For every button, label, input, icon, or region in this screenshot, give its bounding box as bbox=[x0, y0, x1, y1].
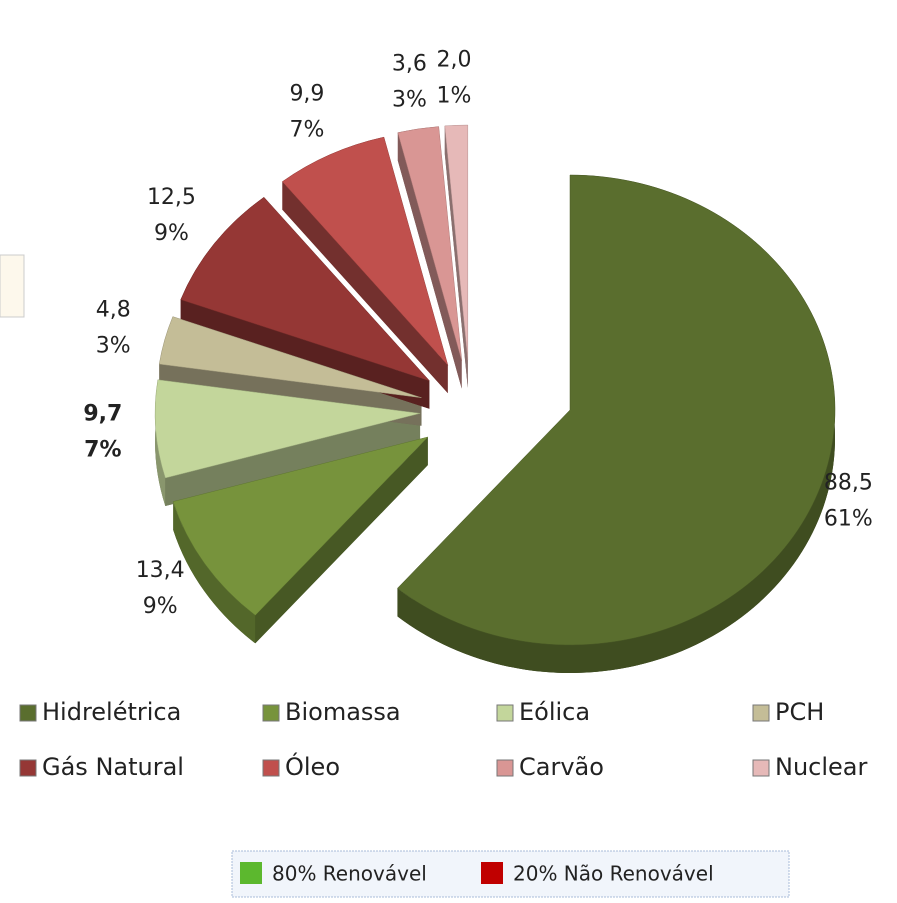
slice bbox=[154, 379, 421, 479]
summary-swatch bbox=[240, 862, 262, 884]
value-label: 88,5 bbox=[824, 470, 873, 495]
slice bbox=[158, 316, 422, 398]
value-label: 4,8 bbox=[96, 297, 131, 322]
slice bbox=[444, 124, 469, 361]
slice-wall bbox=[255, 436, 428, 644]
percent-label: 9% bbox=[143, 594, 178, 619]
legend-swatch bbox=[496, 704, 514, 722]
legend-swatch bbox=[19, 704, 37, 722]
legend-label: Gás Natural bbox=[42, 753, 184, 781]
value-label: 9,9 bbox=[289, 81, 324, 106]
summary-box bbox=[231, 850, 790, 898]
legend-swatch bbox=[752, 704, 770, 722]
legend-label: Hidrelétrica bbox=[42, 698, 181, 726]
legend-label: Biomassa bbox=[285, 698, 401, 726]
percent-label: 3% bbox=[392, 88, 427, 113]
legend-label: PCH bbox=[775, 698, 824, 726]
percent-label: 3% bbox=[96, 333, 131, 358]
legend-swatch bbox=[262, 759, 280, 777]
percent-label: 7% bbox=[289, 117, 324, 142]
legend-label: Eólica bbox=[519, 698, 590, 726]
value-label: 2,0 bbox=[436, 47, 471, 72]
legend-label: Carvão bbox=[519, 753, 604, 781]
summary-swatch bbox=[481, 862, 503, 884]
percent-label: 1% bbox=[437, 83, 472, 108]
value-label: 12,5 bbox=[147, 185, 196, 210]
slice bbox=[397, 174, 836, 646]
value-label: 9,7 bbox=[83, 401, 122, 426]
slice bbox=[397, 126, 463, 361]
slice-wall bbox=[444, 125, 468, 389]
legend-swatch bbox=[752, 759, 770, 777]
value-label: 13,4 bbox=[136, 558, 185, 583]
legend-label: Óleo bbox=[285, 751, 340, 781]
slice-edge bbox=[155, 379, 166, 506]
slice-wall bbox=[282, 181, 448, 394]
legend-swatch bbox=[19, 759, 37, 777]
summary-label: 20% Não Renovável bbox=[513, 862, 714, 886]
slice bbox=[281, 136, 449, 366]
slice-edge bbox=[397, 175, 836, 673]
summary-label: 80% Renovável bbox=[272, 862, 427, 886]
slice-edge bbox=[173, 501, 256, 644]
percent-label: 7% bbox=[84, 437, 121, 462]
percent-label: 9% bbox=[154, 221, 189, 246]
slice bbox=[180, 196, 431, 382]
slice bbox=[172, 436, 429, 616]
cropped-box bbox=[0, 254, 25, 318]
percent-label: 61% bbox=[824, 506, 873, 531]
value-label: 3,6 bbox=[392, 52, 427, 77]
legend-swatch bbox=[496, 759, 514, 777]
legend-label: Nuclear bbox=[775, 753, 868, 781]
legend-swatch bbox=[262, 704, 280, 722]
slice-wall bbox=[165, 413, 421, 506]
slice-wall bbox=[397, 132, 462, 389]
